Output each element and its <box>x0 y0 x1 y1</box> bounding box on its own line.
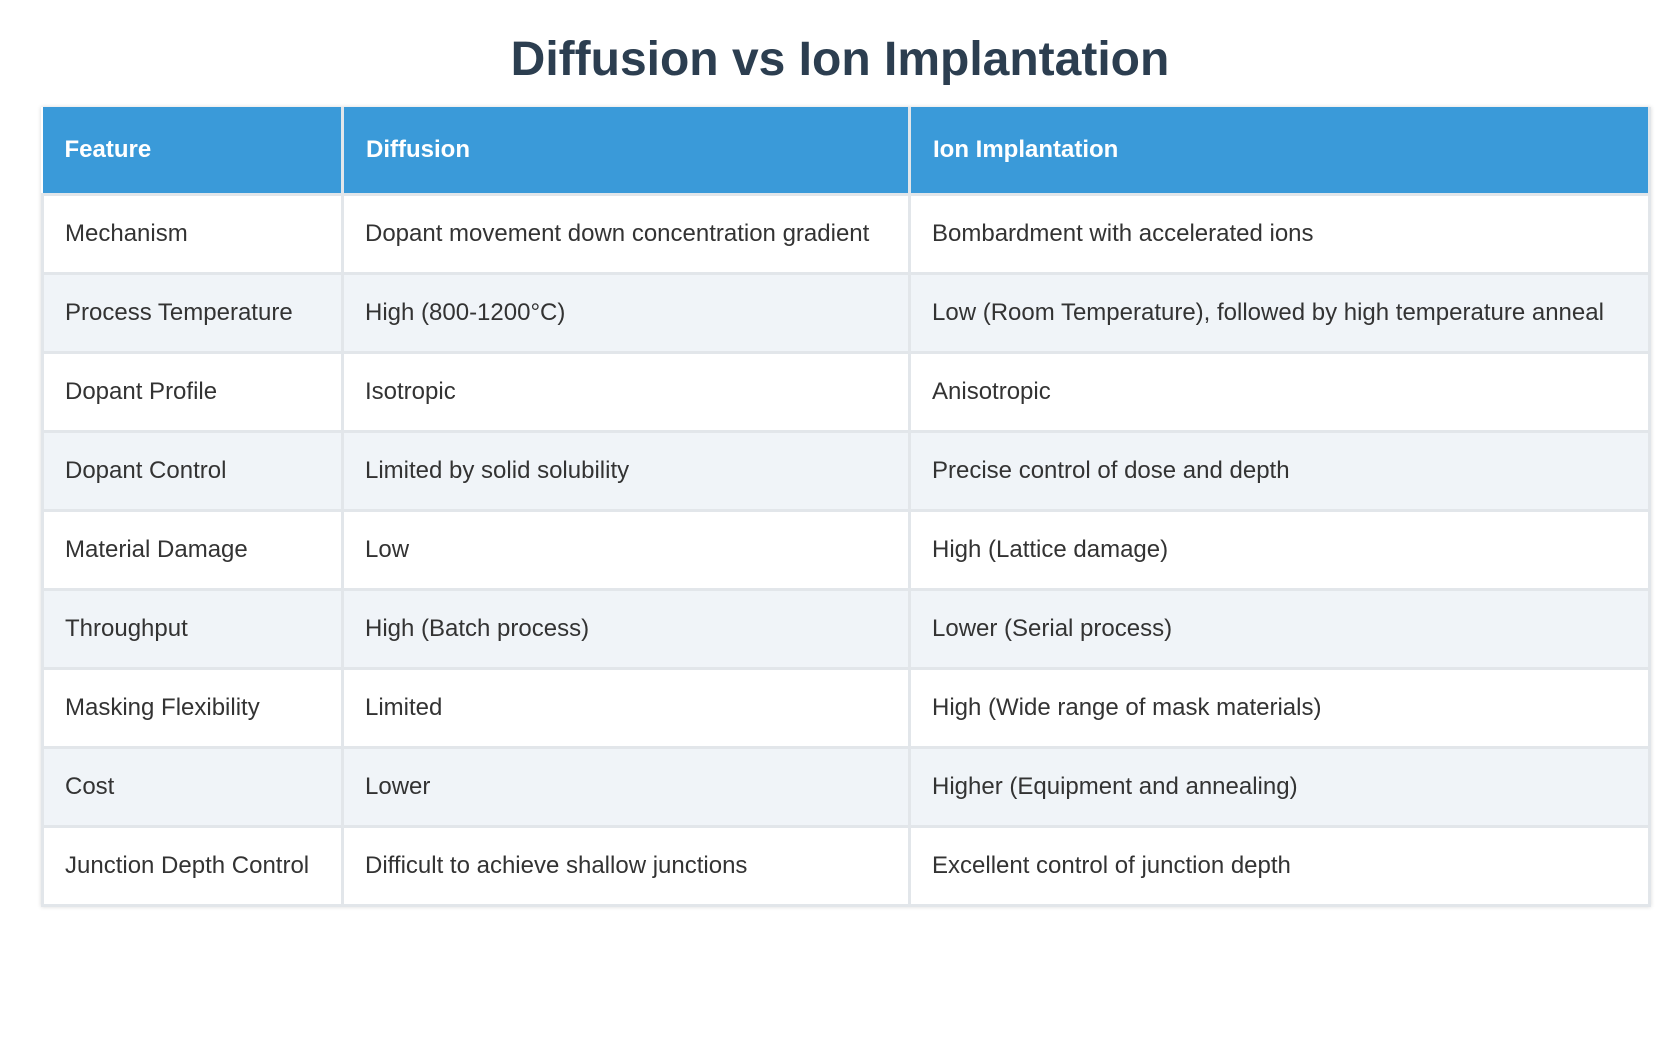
table-cell: Throughput <box>41 588 344 670</box>
table-body: Mechanism Dopant movement down concentrat… <box>41 193 1651 907</box>
table-cell: High (Lattice damage) <box>908 509 1651 591</box>
table-row: Mechanism Dopant movement down concentrat… <box>41 193 1651 275</box>
comparison-table: Feature Diffusion Ion Implantation Mechani… <box>41 107 1651 907</box>
column-header: Feature <box>42 107 344 195</box>
table-cell: Dopant movement down concentration gradi… <box>341 193 911 275</box>
table-row: Throughput High (Batch process) Lower (Ser… <box>41 588 1651 670</box>
column-header: Ion Implantation <box>909 107 1651 195</box>
table-cell: High (Batch process) <box>341 588 911 670</box>
table-row: Dopant Control Limited by solid solubilit… <box>41 430 1651 512</box>
table-cell: Bombardment with accelerated ions <box>908 193 1651 275</box>
table-cell: Excellent control of junction depth <box>908 825 1651 907</box>
table-cell: Limited <box>341 667 911 749</box>
table-cell: Dopant Profile <box>41 351 344 433</box>
table-cell: Mechanism <box>41 193 344 275</box>
table-cell: Dopant Control <box>41 430 344 512</box>
table-row: Cost Lower Higher (Equipment and annealing… <box>41 746 1651 828</box>
table-cell: Process Temperature <box>41 272 344 354</box>
table-row: Material Damage Low High (Lattice damage) <box>41 509 1651 591</box>
column-header: Diffusion <box>342 107 911 195</box>
table-cell: Limited by solid solubility <box>341 430 911 512</box>
table-row: Masking Flexibility Limited High (Wide ran… <box>41 667 1651 749</box>
table-row: Junction Depth Control Difficult to achie… <box>41 825 1651 907</box>
table-cell: High (Wide range of mask materials) <box>908 667 1651 749</box>
table-row: Process Temperature High (800-1200°C) Low … <box>41 272 1651 354</box>
table-cell: Lower (Serial process) <box>908 588 1651 670</box>
header-row: Feature Diffusion Ion Implantation <box>42 107 1651 195</box>
table-cell: Junction Depth Control <box>41 825 344 907</box>
table-cell: Low (Room Temperature), followed by high… <box>908 272 1651 354</box>
table-cell: Anisotropic <box>908 351 1651 433</box>
table-cell: Cost <box>41 746 344 828</box>
table-cell: Material Damage <box>41 509 344 591</box>
table-cell: Low <box>341 509 911 591</box>
table-cell: Difficult to achieve shallow junctions <box>341 825 911 907</box>
title: Diffusion vs Ion Implantation <box>510 33 1170 86</box>
table-cell: Masking Flexibility <box>41 667 344 749</box>
table-cell: Higher (Equipment and annealing) <box>908 746 1651 828</box>
table-cell: High (800-1200°C) <box>341 272 911 354</box>
table-row: Dopant Profile Isotropic Anisotropic <box>41 351 1651 433</box>
table-cell: Lower <box>341 746 911 828</box>
table-cell: Precise control of dose and depth <box>908 430 1651 512</box>
table-cell: Isotropic <box>341 351 911 433</box>
